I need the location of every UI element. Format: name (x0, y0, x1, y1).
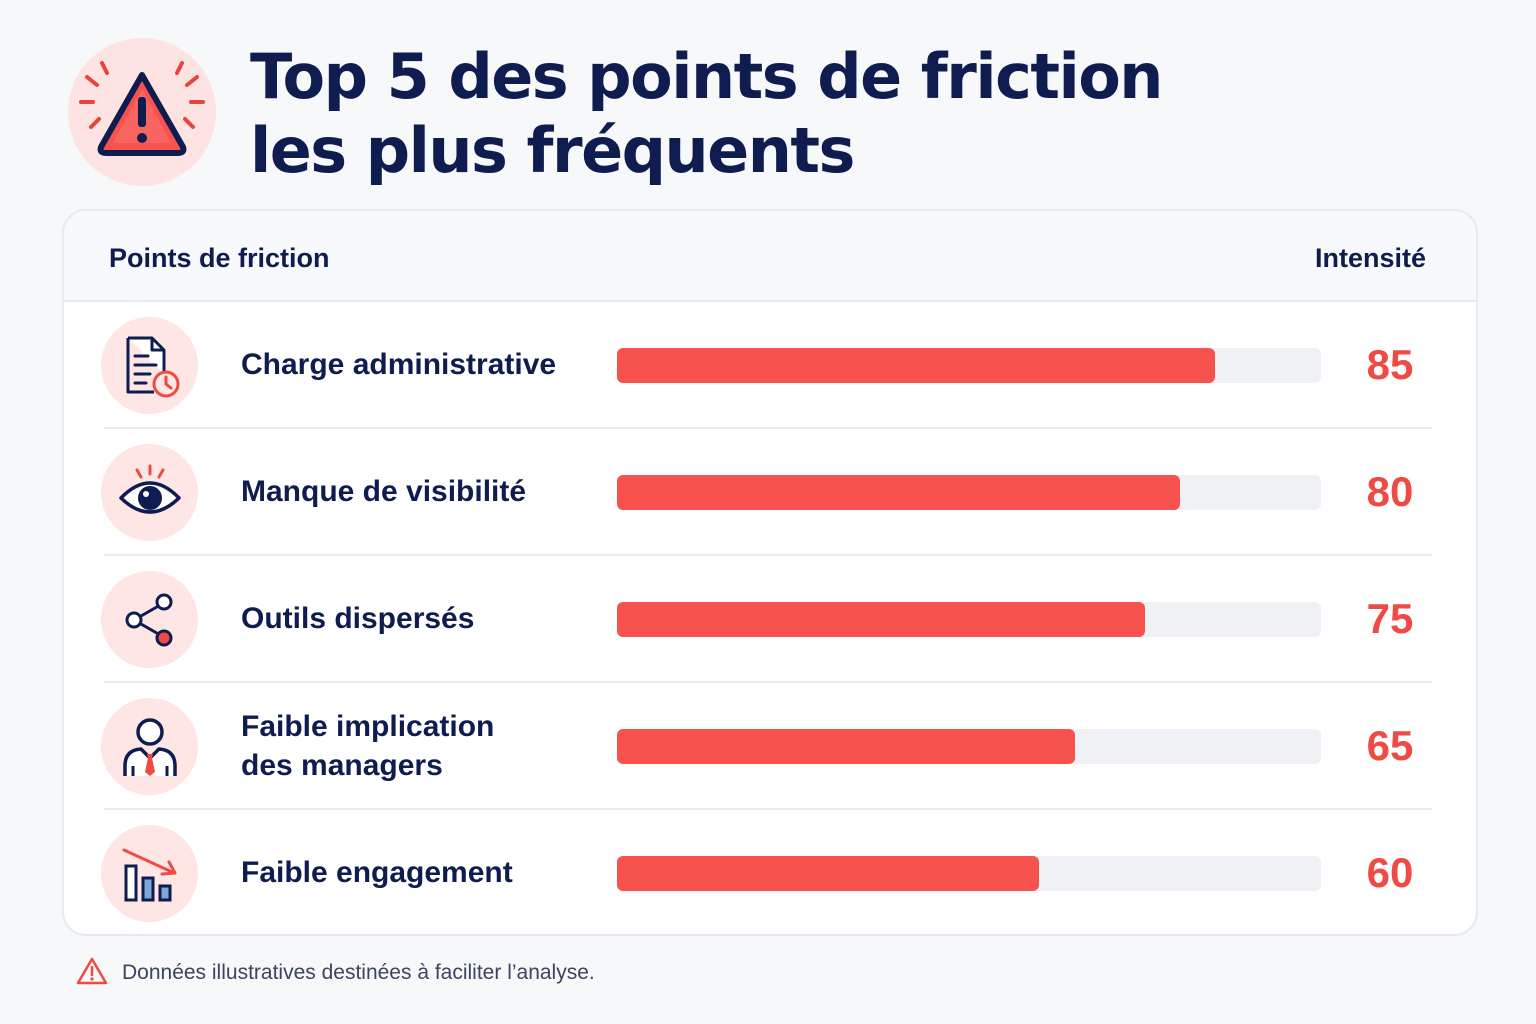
bar-track (617, 729, 1321, 764)
bar-track (617, 475, 1321, 510)
bar-value-label: 80 (1366, 468, 1414, 515)
row-label: Faible implication des managers (241, 707, 581, 785)
bar-track (617, 602, 1321, 637)
column-header-intensity: Intensité (1314, 243, 1426, 273)
row-label: Outils dispersés (241, 602, 475, 635)
divider (104, 427, 1432, 429)
bar-fill (617, 602, 1145, 637)
table-row: Outils dispersés 75 (64, 556, 1476, 683)
friction-table-card: Points de friction Intensité Charge admi… (62, 209, 1478, 936)
bar-fill (617, 729, 1075, 764)
bar-value-label: 85 (1366, 341, 1414, 388)
table-row: Faible implication des managers 65 (64, 683, 1476, 810)
bar-track (617, 856, 1321, 891)
row-label-line-1: Faible implication (241, 710, 495, 743)
row-label: Faible engagement (241, 856, 513, 889)
bar-fill (617, 856, 1040, 891)
column-header-friction: Points de friction (109, 243, 330, 273)
bar-value-label: 65 (1366, 722, 1414, 769)
declining-chart-icon (101, 825, 198, 922)
table-row: Charge administrative 85 (64, 302, 1476, 429)
divider (104, 808, 1432, 810)
title-line-2: les plus fréquents (250, 114, 855, 187)
table-row: Faible engagement 60 (64, 810, 1476, 934)
footer-note: Données illustratives destinées à facili… (76, 956, 595, 990)
warning-icon (76, 956, 108, 990)
share-nodes-icon (101, 571, 198, 668)
row-label: Charge administrative (241, 348, 557, 381)
manager-icon (101, 698, 198, 795)
bar-fill (617, 475, 1181, 510)
row-label-line-2: des managers (241, 749, 443, 782)
title-line-1: Top 5 des points de friction (250, 40, 1163, 113)
footer-text: Données illustratives destinées à facili… (122, 961, 595, 984)
bar-track (617, 348, 1321, 383)
bar-value-label: 60 (1366, 849, 1414, 896)
divider (104, 681, 1432, 683)
bar-fill (617, 348, 1216, 383)
page-title: Top 5 des points de friction les plus fr… (250, 40, 1163, 188)
warning-triangle-icon (68, 38, 216, 186)
row-label: Manque de visibilité (241, 475, 527, 508)
table-header: Points de friction Intensité (64, 211, 1476, 302)
divider (104, 554, 1432, 556)
document-clock-icon (101, 317, 198, 414)
bar-value-label: 75 (1366, 595, 1414, 642)
table-row: Manque de visibilité 80 (64, 429, 1476, 556)
eye-icon (101, 444, 198, 541)
